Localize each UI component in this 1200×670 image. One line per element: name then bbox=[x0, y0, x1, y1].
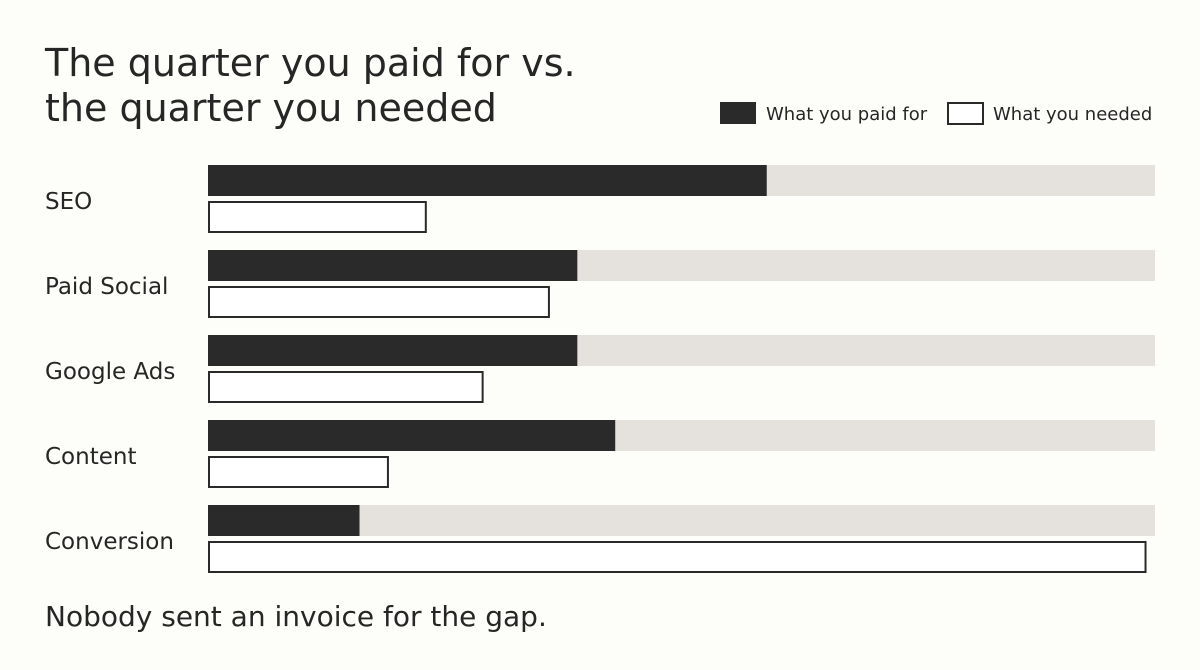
bar-paid-seo bbox=[208, 165, 767, 196]
bar-needed-seo bbox=[208, 201, 427, 233]
bar-paid-conversion bbox=[208, 505, 360, 536]
legend: What you paid for What you needed bbox=[720, 102, 1152, 125]
category-label-google-ads: Google Ads bbox=[45, 359, 175, 385]
bar-row-paid-social: Paid Social bbox=[45, 250, 1155, 318]
bar-needed-paid-social bbox=[208, 286, 550, 318]
category-label-conversion: Conversion bbox=[45, 529, 174, 555]
category-label-content: Content bbox=[45, 444, 136, 470]
bar-row-seo: SEO bbox=[45, 165, 1155, 233]
bar-needed-conversion bbox=[208, 541, 1147, 573]
chart-title-line-2: the quarter you needed bbox=[45, 86, 497, 130]
chart-title-line-1: The quarter you paid for vs. bbox=[44, 41, 576, 85]
bars-area: SEO Paid Social Google Ads Content Conversio… bbox=[45, 165, 1155, 573]
chart-footer-note: Nobody sent an invoice for the gap. bbox=[45, 600, 547, 633]
bar-track-conversion bbox=[208, 505, 1155, 536]
legend-label-needed: What you needed bbox=[993, 104, 1152, 125]
legend-label-paid: What you paid for bbox=[766, 104, 928, 125]
category-label-paid-social: Paid Social bbox=[45, 274, 168, 300]
bar-paid-content bbox=[208, 420, 616, 451]
legend-swatch-paid bbox=[720, 102, 756, 124]
bar-needed-content bbox=[208, 456, 389, 488]
bar-paid-paid-social bbox=[208, 250, 578, 281]
category-label-seo: SEO bbox=[45, 189, 92, 215]
bar-row-content: Content bbox=[45, 420, 1155, 488]
chart-title: The quarter you paid for vs. the quarter… bbox=[44, 41, 576, 130]
legend-swatch-needed bbox=[947, 102, 984, 125]
bar-row-conversion: Conversion bbox=[45, 505, 1155, 573]
bar-needed-google-ads bbox=[208, 371, 484, 403]
bar-row-google-ads: Google Ads bbox=[45, 335, 1155, 403]
bar-paid-google-ads bbox=[208, 335, 578, 366]
